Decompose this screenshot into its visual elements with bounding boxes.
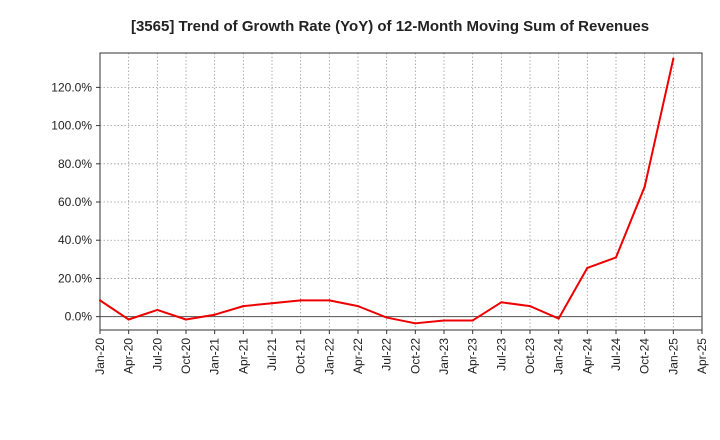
x-tick-label: Apr-24 xyxy=(580,338,594,374)
data-point xyxy=(500,301,503,304)
x-axis-tick-labels: Jan-20 Apr-20 Jul-20 Oct-20 Jan-21 Apr-21 Jul-… xyxy=(93,338,709,375)
series-line xyxy=(99,58,675,325)
y-tick-label: 80.0% xyxy=(58,157,92,171)
x-tick-label: Oct-22 xyxy=(408,338,422,374)
data-point xyxy=(614,256,618,259)
y-tick-label: 100.0% xyxy=(51,119,92,133)
x-tick-label: Oct-24 xyxy=(638,338,652,374)
chart-title: [3565] Trend of Growth Rate (YoY) of 12-… xyxy=(131,18,649,35)
x-tick-label: Apr-21 xyxy=(236,338,250,374)
data-point xyxy=(643,185,646,188)
x-tick-label: Apr-23 xyxy=(466,338,480,374)
x-tick-label: Apr-22 xyxy=(351,338,365,374)
x-tick-label: Oct-23 xyxy=(523,338,537,374)
y-tick-label: 40.0% xyxy=(58,233,92,247)
x-tick-label: Apr-25 xyxy=(695,338,709,374)
data-point xyxy=(98,299,102,302)
x-tick-label: Jan-23 xyxy=(437,338,451,375)
x-tick-label: Jan-20 xyxy=(93,338,107,375)
x-tick-label: Jan-25 xyxy=(666,338,680,375)
x-tick-label: Jul-24 xyxy=(609,338,623,371)
data-point xyxy=(528,305,532,308)
series-layer xyxy=(98,57,675,325)
data-point xyxy=(270,302,274,305)
x-tick-label: Oct-21 xyxy=(294,338,308,374)
x-tick-label: Jan-24 xyxy=(552,338,566,375)
x-tick-label: Jan-22 xyxy=(322,338,336,375)
data-point xyxy=(672,57,675,60)
y-tick-label: 120.0% xyxy=(51,80,92,94)
x-tick-label: Jul-20 xyxy=(150,338,164,371)
data-point xyxy=(213,313,216,316)
y-tick-label: 20.0% xyxy=(58,271,92,285)
data-point xyxy=(557,317,560,320)
x-tick-label: Jul-22 xyxy=(380,338,394,371)
data-point xyxy=(356,305,360,308)
y-axis-tick-labels: 0.0% 20.0% 40.0% 60.0% 80.0% 100.0% 120.0% xyxy=(51,80,92,323)
data-point xyxy=(586,266,589,270)
data-point xyxy=(299,299,302,302)
x-tick-label: Jan-21 xyxy=(208,338,222,375)
grid xyxy=(99,53,703,330)
data-point xyxy=(328,299,331,302)
x-tick-label: Jul-21 xyxy=(265,338,279,371)
axes xyxy=(96,52,703,334)
data-point xyxy=(242,305,245,308)
data-point xyxy=(442,319,446,322)
data-point xyxy=(127,318,130,321)
x-tick-label: Jul-23 xyxy=(494,338,508,371)
data-point xyxy=(414,322,417,325)
data-point xyxy=(385,316,388,319)
plot-frame xyxy=(99,52,703,331)
data-point xyxy=(184,318,188,321)
data-point xyxy=(471,319,474,322)
x-tick-label: Oct-20 xyxy=(179,338,193,374)
y-tick-label: 0.0% xyxy=(65,310,93,324)
y-tick-label: 60.0% xyxy=(58,195,92,209)
data-point xyxy=(156,308,159,312)
x-tick-label: Apr-20 xyxy=(122,338,136,374)
